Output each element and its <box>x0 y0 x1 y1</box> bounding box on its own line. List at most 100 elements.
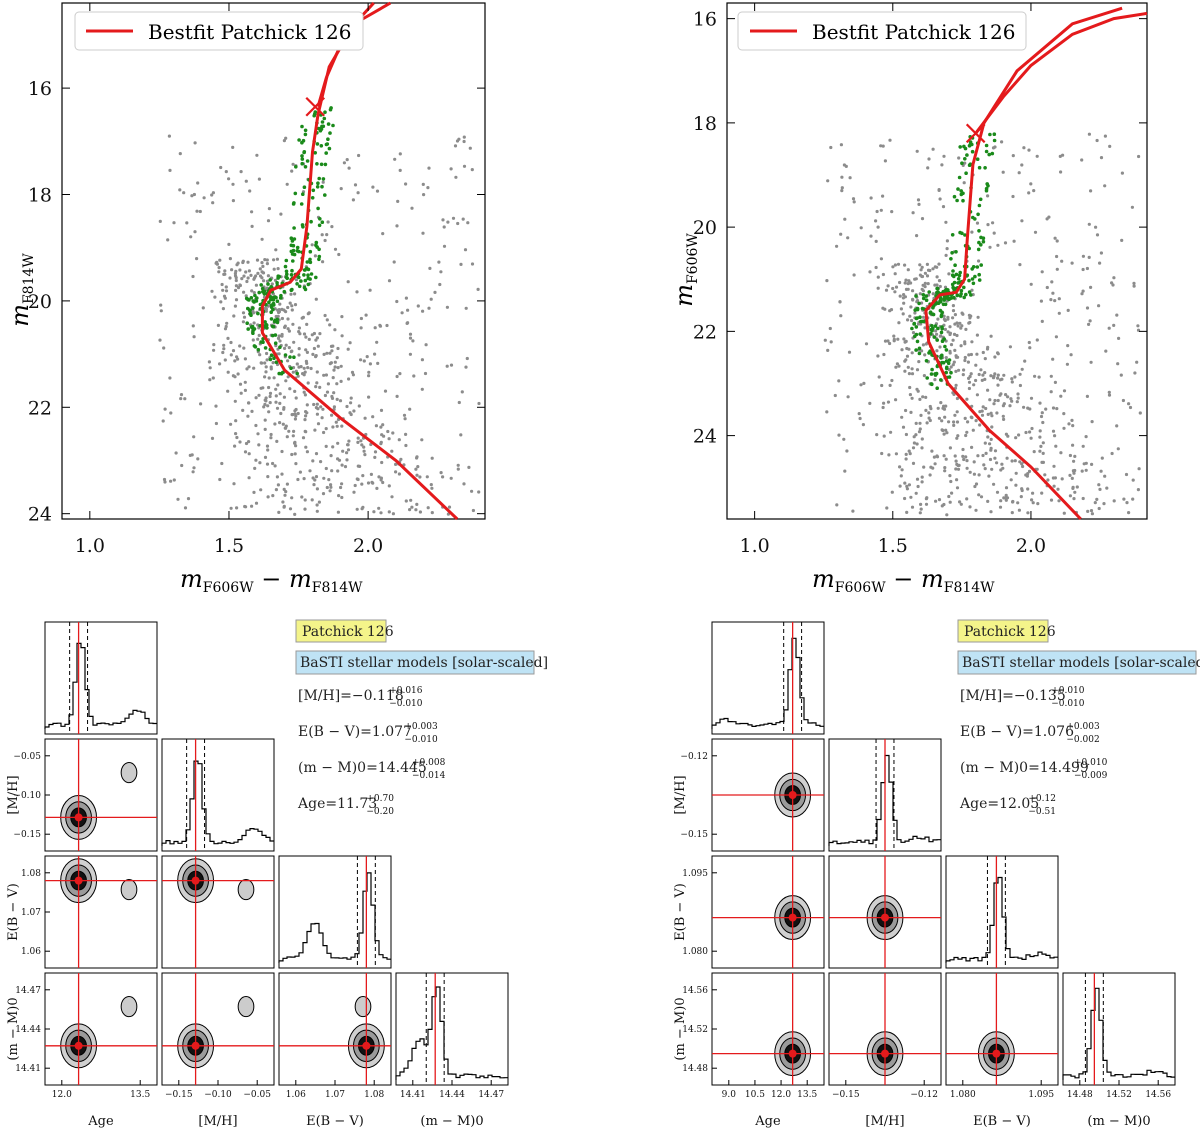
member-star <box>939 356 943 360</box>
field-star <box>887 453 891 457</box>
field-star <box>229 340 233 345</box>
field-star <box>970 230 974 234</box>
member-star <box>930 382 934 387</box>
field-star <box>328 362 332 366</box>
member-star <box>921 296 926 301</box>
field-star <box>1120 171 1124 175</box>
field-star <box>336 510 340 514</box>
member-star <box>963 146 968 151</box>
field-star <box>381 423 385 427</box>
field-star <box>825 410 829 414</box>
field-star <box>993 355 997 359</box>
field-star <box>912 441 917 445</box>
field-star <box>1040 319 1044 323</box>
field-star <box>222 294 227 298</box>
field-star <box>158 338 162 342</box>
field-star <box>355 290 359 294</box>
field-star <box>461 217 465 221</box>
field-star <box>948 446 953 450</box>
field-star <box>869 196 873 200</box>
field-star <box>286 327 290 331</box>
field-star <box>459 262 463 266</box>
field-star <box>454 175 458 179</box>
field-star <box>466 221 470 225</box>
field-star <box>172 221 176 225</box>
member-star <box>968 143 972 147</box>
field-star <box>449 363 454 367</box>
field-star <box>977 372 981 377</box>
field-star <box>333 360 337 364</box>
member-star <box>990 151 995 156</box>
field-star <box>1073 490 1077 494</box>
field-star <box>898 294 902 298</box>
field-star <box>940 419 944 423</box>
field-star <box>398 168 402 172</box>
member-star <box>284 275 289 280</box>
field-star <box>1062 511 1066 515</box>
member-star <box>949 257 953 261</box>
field-star <box>1132 281 1136 285</box>
field-star <box>977 259 981 263</box>
field-star <box>961 312 965 316</box>
field-star <box>251 338 255 342</box>
field-star <box>263 418 267 422</box>
field-star <box>294 462 298 466</box>
field-star <box>938 197 942 201</box>
field-star <box>925 274 930 278</box>
field-star <box>1071 424 1075 428</box>
member-star <box>300 124 304 129</box>
field-star <box>1055 254 1059 259</box>
field-star <box>379 442 383 446</box>
field-star <box>857 412 861 416</box>
field-star <box>191 274 195 279</box>
field-star <box>976 315 980 319</box>
field-star <box>924 408 928 412</box>
member-star <box>297 284 302 289</box>
field-star <box>285 182 289 186</box>
x-tick-label: 14.48 <box>1067 1090 1093 1100</box>
field-star <box>900 468 904 472</box>
field-star <box>952 332 957 336</box>
field-star <box>250 210 254 214</box>
member-star <box>978 197 983 202</box>
member-star <box>939 330 944 335</box>
field-star <box>847 350 852 354</box>
member-star <box>951 269 955 273</box>
field-star <box>955 420 960 424</box>
member-star <box>949 370 953 375</box>
field-star <box>225 321 229 325</box>
field-star <box>291 434 295 438</box>
field-star <box>347 439 351 443</box>
field-star <box>1099 156 1104 160</box>
field-star <box>267 410 271 414</box>
member-star <box>325 142 330 146</box>
field-star <box>356 436 360 440</box>
field-star <box>886 339 890 343</box>
field-star <box>210 193 214 197</box>
field-star <box>1053 434 1057 438</box>
field-star <box>1070 418 1074 422</box>
field-star <box>222 343 226 347</box>
field-star <box>306 366 310 370</box>
histogram <box>161 760 274 846</box>
field-star <box>386 429 390 434</box>
field-star <box>397 472 401 476</box>
field-star <box>1098 261 1102 265</box>
field-star <box>229 422 233 426</box>
member-star <box>328 107 333 112</box>
field-star <box>338 399 343 403</box>
field-star <box>953 413 957 417</box>
field-star <box>234 419 238 423</box>
field-star <box>296 374 300 378</box>
field-star <box>986 388 990 392</box>
field-star <box>910 318 914 323</box>
field-star <box>859 383 863 387</box>
field-star <box>404 432 408 436</box>
member-star <box>992 138 997 143</box>
field-star <box>893 290 897 294</box>
member-star <box>253 293 257 298</box>
field-star <box>422 193 426 197</box>
field-star <box>1044 407 1048 411</box>
field-star <box>901 312 905 316</box>
